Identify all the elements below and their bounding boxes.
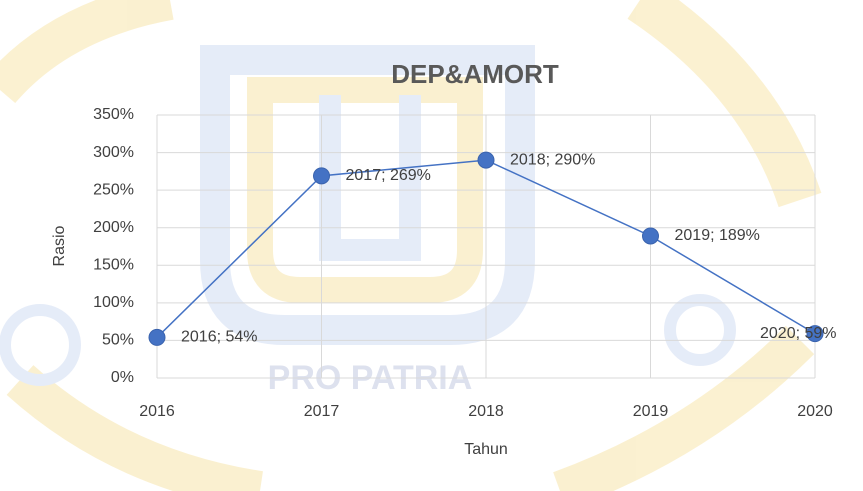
y-tick-label: 350% [93,106,134,123]
y-tick-label: 300% [93,144,134,161]
marker [643,228,659,244]
x-tick-label: 2016 [139,403,175,420]
y-tick-label: 250% [93,181,134,198]
y-axis-label: Rasio [51,225,68,266]
data-label: 2018; 290% [510,151,595,168]
chart: PRO PATRIA DEP&AMORT Rasio Tahun 0%50%10… [0,0,863,491]
x-tick-label: 2017 [304,403,340,420]
marker [314,168,330,184]
page: {"chart_data": {"type": "line", "title":… [0,0,863,491]
marker [478,152,494,168]
x-tick-label: 2018 [468,403,504,420]
x-tick-label: 2019 [633,403,669,420]
marker [149,329,165,345]
data-label: 2016; 54% [181,329,258,346]
y-tick-label: 150% [93,257,134,274]
x-tick-label: 2020 [797,403,833,420]
y-tick-label: 50% [102,332,134,349]
y-tick-label: 100% [93,294,134,311]
y-tick-label: 200% [93,219,134,236]
y-tick-label: 0% [111,369,134,386]
x-axis-label: Tahun [464,441,508,458]
chart-title: DEP&AMORT [391,59,559,89]
data-label: 2020; 59% [760,325,837,342]
data-label: 2017; 269% [346,167,431,184]
data-label: 2019; 189% [675,227,760,244]
